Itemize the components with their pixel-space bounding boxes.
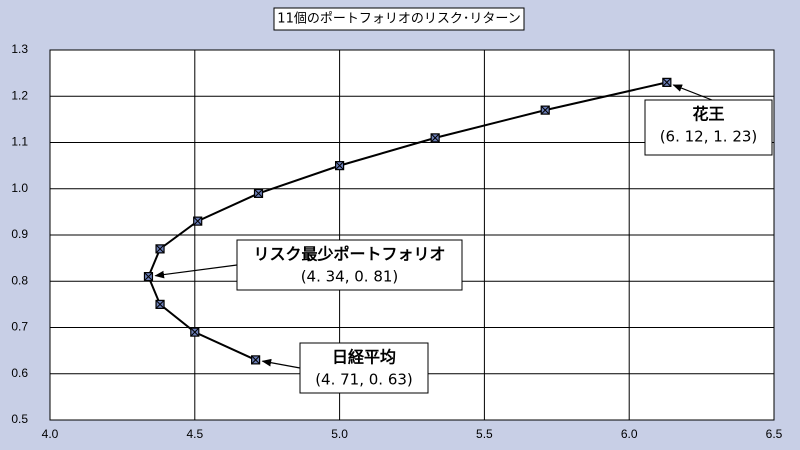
annotation-label: リスク最少ポートフォリオ xyxy=(253,245,445,264)
x-tick-label: 4.5 xyxy=(186,427,203,441)
marker-cross xyxy=(254,189,263,198)
y-tick-label: 0.7 xyxy=(11,320,28,334)
annotation-box xyxy=(299,342,429,394)
x-tick-label: 6.5 xyxy=(766,427,783,441)
annotation-label: 花王 xyxy=(692,105,724,124)
y-tick-label: 1.0 xyxy=(11,181,28,195)
chart-title: 11個のポートフォリオのリスク･リターン xyxy=(277,12,520,27)
y-tick-label: 1.3 xyxy=(11,42,28,56)
marker-cross xyxy=(155,244,165,254)
annotation-label: 日経平均 xyxy=(332,348,396,367)
x-tick-label: 4.0 xyxy=(42,427,59,441)
y-tick-label: 1.1 xyxy=(11,135,28,149)
annotation-box xyxy=(644,99,773,156)
annotation-coords: (4. 71, 0. 63) xyxy=(315,371,413,389)
plot-border xyxy=(49,49,775,421)
x-tick-label: 5.0 xyxy=(331,427,348,441)
marker-cross xyxy=(662,78,672,87)
marker-cross xyxy=(193,216,203,226)
y-tick-label: 0.6 xyxy=(11,366,28,380)
y-tick-label: 0.9 xyxy=(11,227,28,241)
annotation-arrow xyxy=(261,358,301,369)
annotation-arrow xyxy=(672,84,713,101)
y-tick-label: 1.2 xyxy=(11,88,28,102)
annotation-coords: (6. 12, 1. 23) xyxy=(660,128,758,146)
marker-cross xyxy=(430,133,440,143)
marker-cross xyxy=(144,272,153,281)
x-tick-label: 5.5 xyxy=(476,427,493,441)
annotation-box xyxy=(236,239,463,291)
marker-cross xyxy=(335,161,344,170)
marker-cross xyxy=(251,355,260,365)
marker-cross xyxy=(155,300,165,309)
marker-cross xyxy=(190,327,200,337)
annotation-coords: (4. 34, 0. 81) xyxy=(301,268,399,286)
y-tick-label: 0.5 xyxy=(11,412,28,426)
y-tick-label: 0.8 xyxy=(11,273,28,287)
annotation-arrow xyxy=(154,264,238,279)
marker-cross xyxy=(540,105,550,115)
title-box xyxy=(273,7,525,31)
x-tick-label: 6.0 xyxy=(621,427,638,441)
